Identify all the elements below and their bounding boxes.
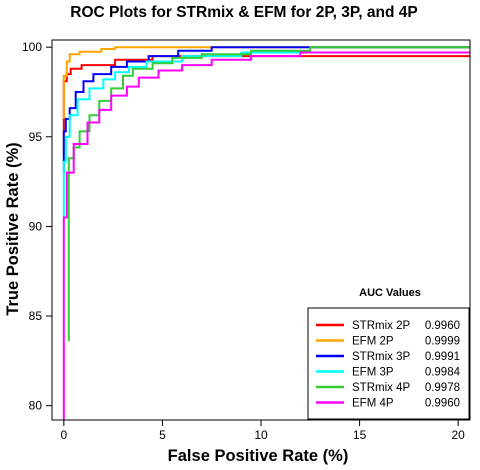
legend-series-name: EFM 3P [352,367,394,379]
legend-title: AUC Values [359,287,421,299]
y-axis-label: True Positive Rate (%) [4,142,22,315]
x-axis-label: False Positive Rate (%) [168,447,349,465]
x-tick-label: 5 [159,428,166,442]
x-tick-label: 0 [60,428,67,442]
legend-series-name: EFM 2P [352,336,394,348]
legend: AUC Values STRmix 2P 0.9960 EFM 2P 0.9999 ST… [307,287,470,420]
series-line-efm-3p [62,51,470,218]
legend-auc-value: 0.9991 [425,351,460,363]
x-axis: 0 5 10 15 20 [60,420,465,442]
series-lines [62,46,470,420]
legend-series-name: EFM 4P [352,398,394,410]
series-line-efm-4p [62,51,470,420]
series-line-strmix-4p [67,46,470,342]
y-tick-label: 85 [29,309,43,323]
legend-auc-value: 0.9960 [425,398,460,410]
series-line-strmix-2p [62,55,470,155]
legend-auc-value: 0.9984 [425,367,461,379]
y-tick-label: 100 [22,40,42,54]
y-tick-label: 80 [29,399,43,413]
legend-auc-value: 0.9978 [425,382,460,394]
x-tick-label: 20 [451,428,465,442]
legend-series-name: STRmix 4P [352,382,410,394]
legend-auc-value: 0.9960 [425,320,460,332]
plot-frame [51,39,471,421]
y-tick-label: 90 [29,219,43,233]
legend-series-name: STRmix 3P [352,351,410,363]
legend-series-name: STRmix 2P [352,320,410,332]
chart-title: ROC Plots for STRmix & EFM for 2P, 3P, a… [70,4,417,21]
series-line-efm-2p [62,46,470,119]
legend-auc-value: 0.9999 [425,336,460,348]
series-line-strmix-3p [62,46,470,173]
y-axis: 80 85 90 95 100 [22,40,52,413]
x-tick-label: 15 [353,428,367,442]
y-tick-label: 95 [29,130,43,144]
x-tick-label: 10 [254,428,268,442]
legend-box [307,307,470,420]
